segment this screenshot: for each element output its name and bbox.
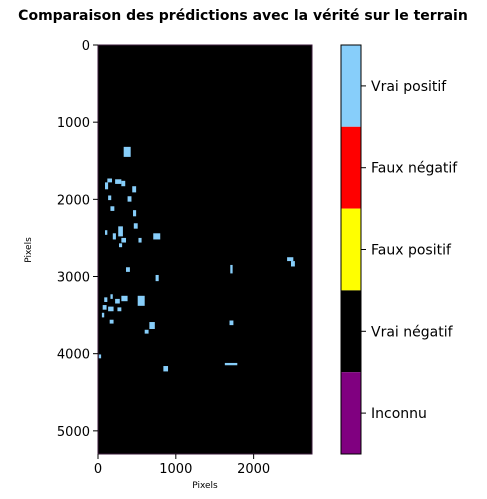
y-tick-label: 2000 xyxy=(57,193,90,208)
true-positive-patch xyxy=(287,257,294,262)
true-positive-patch xyxy=(119,243,123,248)
true-positive-patch xyxy=(108,195,112,201)
true-positive-patch xyxy=(144,329,149,334)
image-area xyxy=(97,44,313,455)
true-positive-patch xyxy=(229,320,234,326)
colorbar-label: Inconnu xyxy=(371,406,427,422)
plot-frame xyxy=(97,44,313,455)
y-axis-ticks: 0 1000 2000 3000 4000 5000 xyxy=(57,39,98,440)
true-positive-patch xyxy=(107,178,113,183)
colorbar-segment xyxy=(341,372,361,454)
x-tick-label: 1000 xyxy=(159,462,192,477)
true-positive-patch xyxy=(110,206,115,211)
true-positive-patch xyxy=(117,307,122,312)
true-positive-patch xyxy=(101,312,105,318)
chart-title: Comparaison des prédictions avec la véri… xyxy=(18,8,468,24)
true-positive-patch xyxy=(115,298,120,304)
true-positive-patch xyxy=(126,267,130,272)
true-positive-patch xyxy=(133,223,138,229)
y-tick-label: 3000 xyxy=(57,271,90,286)
true-positive-patch xyxy=(118,226,123,237)
colorbar-label: Vrai positif xyxy=(371,79,447,95)
true-positive-patch xyxy=(121,180,126,187)
colorbar-segment xyxy=(341,290,361,373)
true-positive-patch xyxy=(149,322,155,329)
true-positive-patch xyxy=(104,297,108,302)
true-positive-patch xyxy=(155,274,159,282)
true-positive-patch xyxy=(163,366,169,372)
plot-background xyxy=(98,45,312,454)
true-positive-patch xyxy=(224,362,238,366)
true-positive-patch xyxy=(138,237,142,243)
true-positive-patch xyxy=(108,306,114,312)
x-axis-label: Pixels xyxy=(192,481,218,491)
true-positive-patch xyxy=(123,146,131,157)
colorbar-segment xyxy=(341,126,361,209)
y-tick-label: 1000 xyxy=(57,116,90,131)
true-positive-patch xyxy=(132,186,137,193)
y-tick-label: 4000 xyxy=(57,348,90,363)
true-positive-patch xyxy=(115,179,122,184)
x-axis-ticks: 0 1000 2000 xyxy=(94,454,270,477)
true-positive-patches xyxy=(98,146,295,372)
y-tick-label: 0 xyxy=(82,39,90,54)
true-positive-patch xyxy=(105,230,108,235)
colorbar-segment xyxy=(341,208,361,291)
true-positive-patch xyxy=(230,264,233,274)
true-positive-patch xyxy=(102,305,107,310)
true-positive-patch xyxy=(109,319,114,324)
colorbar: Vrai positif Faux négatif Faux positif Vrai… xyxy=(340,44,458,455)
colorbar-label: Faux positif xyxy=(371,243,452,259)
true-positive-patch xyxy=(127,196,132,202)
x-tick-label: 0 xyxy=(94,462,102,477)
y-tick-label: 5000 xyxy=(57,425,90,440)
true-positive-patch xyxy=(112,233,116,240)
true-positive-patch xyxy=(110,294,113,299)
y-axis-label: Pixels xyxy=(24,237,34,263)
colorbar-segment xyxy=(341,45,361,127)
x-tick-label: 2000 xyxy=(237,462,270,477)
true-positive-patch xyxy=(121,295,128,302)
true-positive-patch xyxy=(98,354,102,359)
true-positive-patch xyxy=(153,233,161,240)
true-positive-patch xyxy=(137,295,145,306)
colorbar-label: Faux négatif xyxy=(371,161,458,177)
true-positive-patch xyxy=(105,182,109,190)
true-positive-patch xyxy=(290,261,295,267)
colorbar-frame xyxy=(340,44,362,455)
colorbar-label: Vrai négatif xyxy=(371,324,454,340)
true-positive-patch xyxy=(121,237,127,243)
true-positive-patch xyxy=(133,210,137,217)
